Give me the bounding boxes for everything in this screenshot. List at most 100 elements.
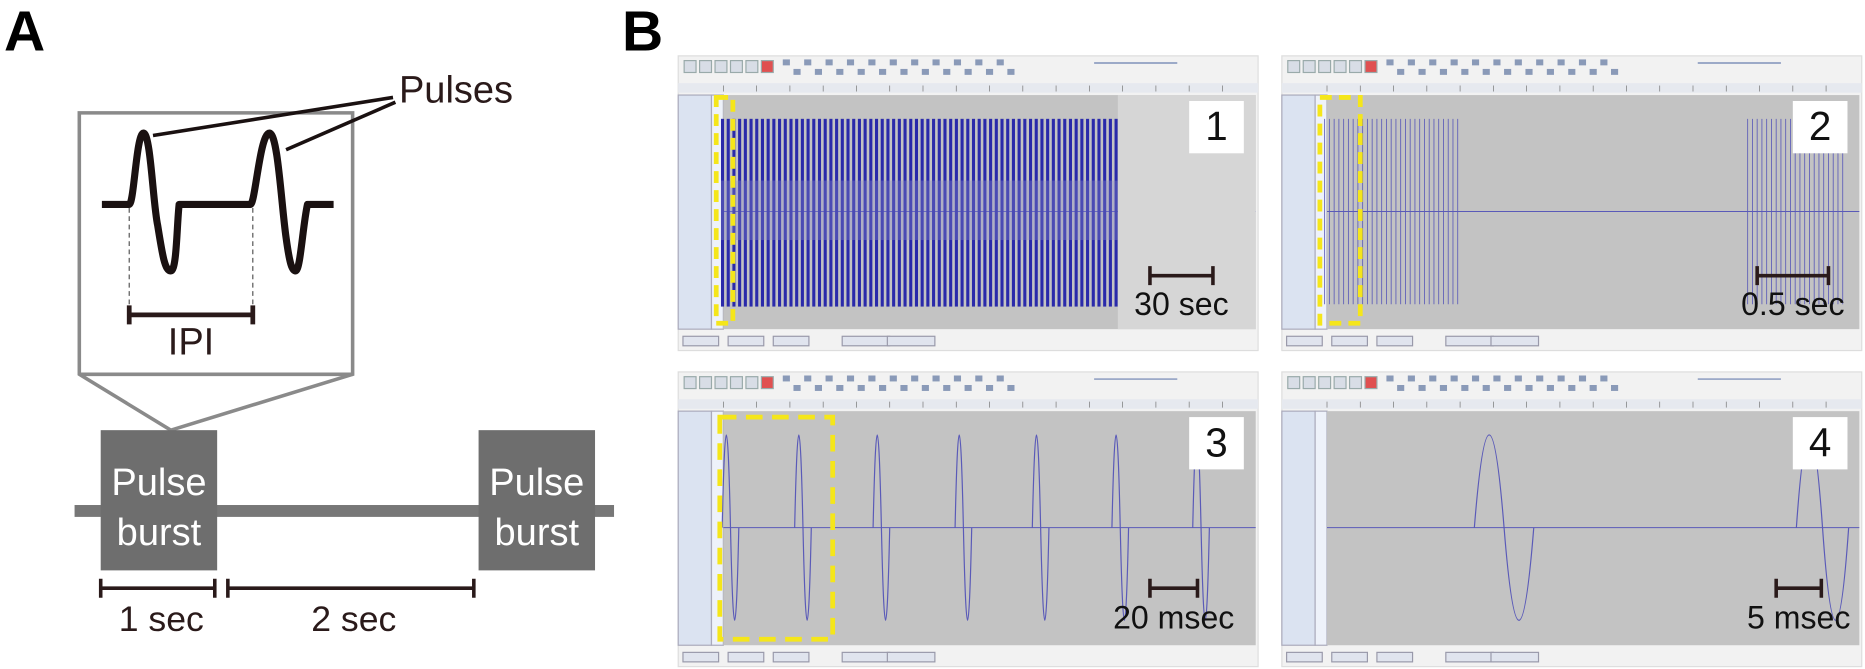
toolbar-icon [1546, 385, 1554, 391]
toolbar-icon [1482, 385, 1490, 391]
waveform-burst [772, 118, 776, 307]
toolbar-icon [1504, 385, 1512, 391]
waveform-burst [989, 118, 993, 307]
status-field [1331, 335, 1369, 347]
interval-label: 1 sec [119, 599, 204, 639]
pulse-waveform [101, 129, 334, 275]
panel-number: 3 [1205, 419, 1227, 465]
scale-label: 5 msec [1747, 600, 1850, 636]
ruler [1281, 83, 1862, 93]
waveform-pulse [1031, 434, 1050, 621]
waveform-burst [766, 118, 770, 307]
toolbar-button [683, 376, 697, 390]
waveform-burst [812, 118, 816, 307]
toolbar-icon [879, 68, 887, 75]
toolbar-icon [1471, 59, 1480, 66]
waveform-burst [743, 118, 747, 307]
waveform-burst [1057, 118, 1061, 307]
toolbar-icon [1536, 59, 1544, 66]
toolbar-icon [1557, 375, 1565, 382]
waveform-burst [874, 118, 879, 307]
toolbar-icon [814, 385, 822, 391]
toolbar-button [714, 60, 728, 74]
panel-letter: B [622, 0, 663, 64]
waveform-burst [960, 118, 964, 307]
waveform-burst [1040, 118, 1044, 307]
burst-label: burst [117, 512, 202, 554]
toolbar-icon [1429, 375, 1437, 382]
toolbar-button [683, 60, 697, 74]
toolbar-icon [825, 375, 833, 382]
toolbar-icon [1611, 68, 1619, 75]
status-field [682, 335, 720, 347]
waveform-burst [1034, 118, 1038, 307]
waveform-burst [1068, 118, 1073, 307]
waveform-area [1327, 411, 1860, 646]
toolbar-icon [879, 385, 887, 391]
toolbar-button [1287, 376, 1301, 390]
toolbar-icon [921, 68, 929, 75]
status-field [1286, 335, 1323, 347]
toolbar-button [1333, 376, 1347, 390]
number-box [1792, 101, 1848, 154]
waveform-burst [726, 118, 730, 307]
waveform-burst [783, 118, 787, 307]
waveform-burst [880, 118, 884, 307]
status-field [682, 651, 720, 663]
waveform-pulse [721, 434, 740, 621]
pointer-line [152, 95, 394, 138]
waveform-burst [1051, 118, 1055, 307]
toolbar-icon [1493, 375, 1501, 382]
bursts: Pulse burst Pulse burst [100, 430, 596, 571]
status-field [1376, 651, 1414, 663]
burst-label: Pulse [111, 462, 206, 504]
status-field [841, 335, 891, 347]
waveform-burst [800, 118, 804, 307]
toolbar-icon [985, 385, 994, 391]
scale-bar [1148, 266, 1215, 286]
waveform-pulse [794, 434, 812, 621]
number-box [1189, 101, 1244, 154]
toolbar-button [1348, 376, 1363, 390]
ruler [678, 83, 1259, 93]
track-control [1281, 410, 1316, 646]
waveform-area [1327, 95, 1860, 330]
panel-number: 1 [1205, 103, 1227, 149]
waveform-burst [835, 118, 839, 307]
waveform-burst [863, 118, 867, 307]
waveform-burst [983, 118, 987, 307]
toolbar-icon [889, 375, 897, 382]
toolbar-icon [964, 68, 972, 75]
timeline [74, 505, 615, 517]
waveform-burst [932, 118, 936, 307]
toolbar-icon [1386, 375, 1394, 382]
toolbar-button [760, 60, 774, 74]
waveform-burst [914, 118, 919, 307]
toolbar-icon [1386, 59, 1394, 66]
toolbar-icon [1611, 385, 1619, 391]
waveform-pulse [872, 434, 891, 621]
toolbar-icon [868, 59, 876, 66]
scale-label: 0.5 sec [1741, 286, 1844, 322]
scale-label: 20 msec [1113, 600, 1234, 636]
toolbar-icon [1418, 385, 1426, 391]
pointer-line [285, 100, 397, 152]
toolbar-icon [943, 68, 951, 75]
toolbar-icon [975, 375, 983, 382]
toolbar-icon [1461, 68, 1469, 75]
status-field [727, 651, 765, 663]
waveform-burst [926, 118, 930, 307]
waveform-burst [1028, 118, 1033, 307]
toolbar-icon [1450, 375, 1458, 382]
burst-box [100, 430, 218, 571]
toolbar-icon [943, 385, 951, 391]
toolbar-button [1318, 376, 1332, 390]
waveform-burst [966, 118, 970, 307]
toolbar-icon [1557, 59, 1565, 66]
toolbar-icon [1514, 375, 1522, 382]
panel-letter: A [4, 0, 45, 64]
toolbar-button [714, 376, 728, 390]
status-field [727, 335, 765, 347]
toolbar-icon [825, 59, 833, 66]
